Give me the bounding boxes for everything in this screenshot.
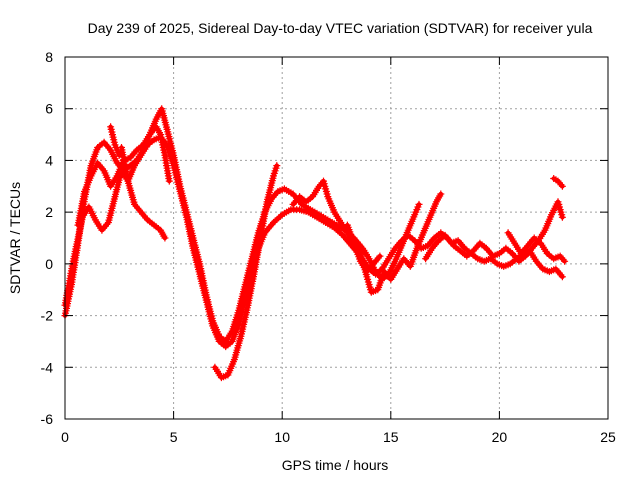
- x-tick-label: 5: [170, 429, 178, 445]
- y-tick-label: 6: [45, 101, 53, 117]
- y-tick-label: -6: [41, 411, 54, 427]
- y-tick-label: 0: [45, 256, 53, 272]
- series-plus-markers: [550, 175, 566, 190]
- series-sat-track-9: [422, 231, 566, 281]
- y-tick-label: -2: [41, 308, 54, 324]
- y-tick-label: -4: [41, 359, 54, 375]
- y-axis-label: SDTVAR / TECUs: [7, 182, 23, 294]
- x-tick-label: 15: [383, 429, 399, 445]
- series-sat-track-8: [343, 221, 384, 276]
- series-plus-markers: [422, 231, 566, 281]
- y-tick-label: 4: [45, 152, 53, 168]
- series-plus-markers: [118, 144, 169, 242]
- y-tick-label: 2: [45, 204, 53, 220]
- x-tick-label: 0: [61, 429, 69, 445]
- x-axis-label: GPS time / hours: [282, 457, 389, 473]
- series-plus-markers: [107, 123, 123, 159]
- series-sat-track-5: [107, 123, 123, 159]
- x-tick-label: 10: [274, 429, 290, 445]
- series-plus-markers: [343, 221, 384, 276]
- series-plus-markers: [504, 229, 569, 265]
- plot-frame: [64, 56, 609, 420]
- y-tick-label: 8: [45, 49, 53, 65]
- data-markers: [61, 105, 569, 382]
- series-sat-track-11: [550, 175, 566, 190]
- chart-title: Day 239 of 2025, Sidereal Day-to-day VTE…: [88, 20, 593, 36]
- x-tick-label: 20: [492, 429, 508, 445]
- series-sat-track-6: [211, 162, 281, 382]
- x-tick-label: 25: [600, 429, 616, 445]
- series-plus-markers: [211, 162, 281, 382]
- axis-ticks: 0 5 10 15 20 25 -6 -4 -2 0 2 4 6 8: [41, 49, 616, 445]
- series-sat-track-4: [118, 144, 169, 242]
- series-sat-track-10: [504, 229, 569, 265]
